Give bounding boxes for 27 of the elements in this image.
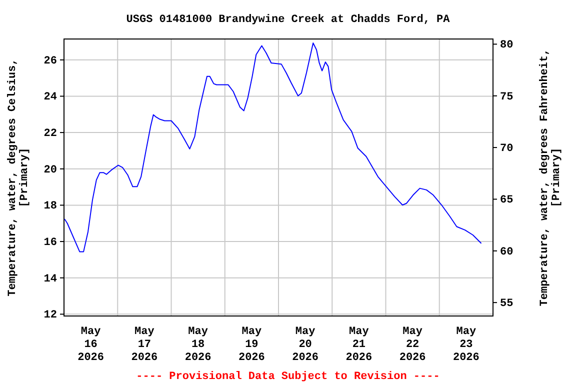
x-tick-label: May 16 2026 [78,326,104,364]
y2-tick-label: 60 [500,246,514,258]
y-tick-label: 24 [44,92,58,104]
x-tick-label: May 18 2026 [184,326,212,364]
x-tick-label: May 23 2026 [452,326,480,364]
y-tick-label: 20 [44,164,57,176]
y-tick-label: 26 [44,55,57,68]
y-tick-label: 18 [44,200,58,213]
x-tick-label: May 21 2026 [346,326,372,364]
y-tick-label: 22 [44,128,57,140]
x-tick-label: May 17 2026 [131,326,158,364]
y-tick-label: 12 [44,310,57,322]
line-series [64,42,482,252]
y2-tick-label: 65 [500,194,514,207]
y2-tick-label: 55 [500,298,514,310]
y2-tick-label: 80 [500,40,514,52]
text: ---- Provisional Data Subject to Revision ---- [136,371,440,383]
y-tick-label: 14 [44,273,58,286]
chart-title: USGS 01481000 Brandywine Creek at Chadds Ford, PA [126,14,450,26]
x-tick-label: May 19 2026 [238,326,265,364]
y-axis-title: Temperature, water, degrees Celsius, [Primary] [7,58,31,296]
x-tick-label: May 20 2026 [292,326,319,364]
y2-axis-title: Temperature, water, degrees Fahrenheit, [Primary] [539,48,563,306]
y2-tick-label: 75 [500,91,514,104]
y-tick-label: 16 [44,237,57,250]
y2-tick-label: 70 [500,143,514,156]
x-tick-label: May 22 2026 [399,326,426,364]
